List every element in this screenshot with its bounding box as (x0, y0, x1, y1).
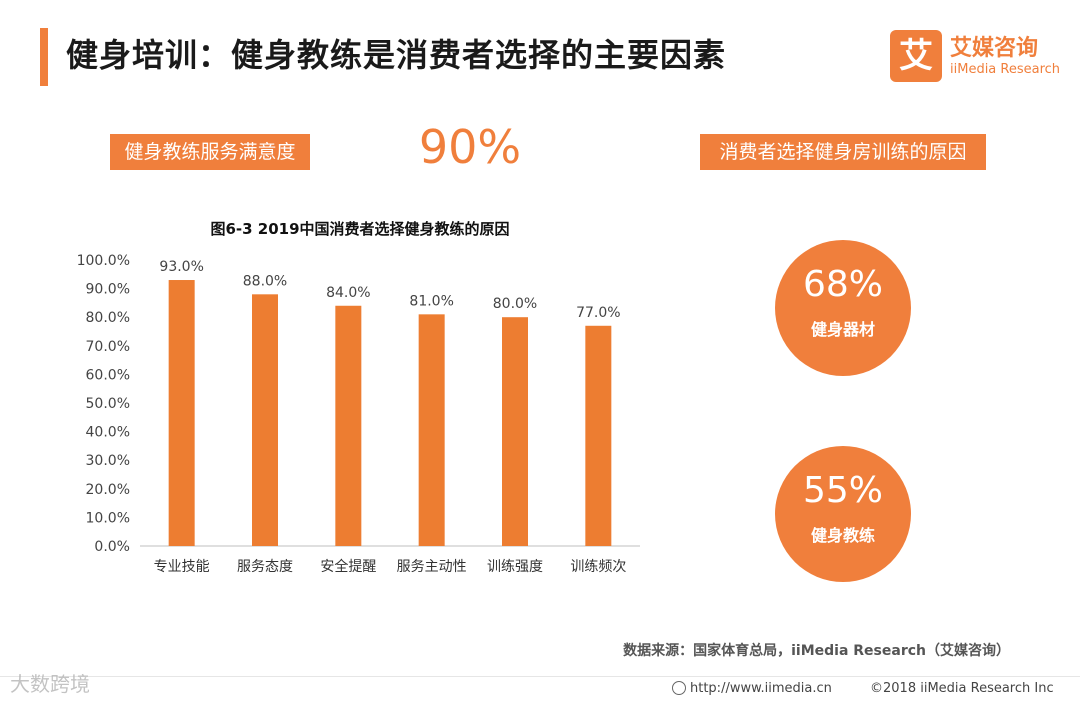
category-label-3: 安全提醒 (320, 558, 376, 575)
brand-logo: 艾 艾媒咨询 iiMedia Research (890, 30, 1065, 82)
reason-circle-coach: 55% 健身教练 (775, 446, 911, 582)
logo-mark-icon: 艾 (890, 30, 942, 82)
reason-circle-equipment: 68% 健身器材 (775, 240, 911, 376)
y-axis: 0.0% 10.0% 20.0% 30.0% 40.0% 50.0% 60.0% 70.0% 8… (77, 253, 130, 555)
y-tick-label: 80.0% (86, 310, 130, 326)
satisfaction-value: 90% (418, 120, 522, 174)
reason-label-equipment: 健身器材 (810, 320, 875, 339)
page-title: 健身培训：健身教练是消费者选择的主要因素 (66, 36, 727, 74)
footer-divider (0, 676, 1080, 677)
category-label-6: 训练频次 (570, 559, 626, 575)
category-label-5: 训练强度 (487, 559, 543, 575)
data-source: 数据来源：国家体育总局，iiMedia Research（艾媒咨询） (623, 643, 1010, 659)
bar-5 (502, 317, 528, 546)
logo-text-cn: 艾媒咨询 (950, 36, 1039, 61)
title-accent-bar (40, 28, 48, 86)
reason-pct-coach: 55% (802, 470, 883, 511)
reason-pct-equipment: 68% (802, 264, 883, 305)
category-label-1: 专业技能 (154, 559, 210, 575)
bar-chart: 图6-3 2019中国消费者选择健身教练的原因 0.0% 10.0% 20.0% 30… (77, 220, 640, 575)
satisfaction-label: 健身教练服务满意度 (110, 134, 310, 170)
category-label-4: 服务主动性 (397, 559, 467, 575)
bar-4 (418, 314, 445, 546)
reason-label-coach: 健身教练 (810, 526, 875, 545)
y-tick-label: 50.0% (86, 396, 130, 412)
bar-1 (168, 280, 195, 546)
footer-copyright: ©2018 iiMedia Research Inc (870, 681, 1054, 696)
data-label-2: 88.0% (243, 273, 287, 289)
y-tick-label: 70.0% (86, 339, 130, 355)
category-label-2: 服务态度 (237, 559, 293, 575)
bar-6 (585, 325, 612, 546)
y-tick-label: 90.0% (86, 282, 130, 298)
bar-2 (252, 294, 278, 546)
globe-icon (672, 681, 686, 695)
data-label-3: 84.0% (326, 285, 370, 301)
chart-title: 图6-3 2019中国消费者选择健身教练的原因 (210, 220, 509, 238)
y-tick-label: 0.0% (94, 539, 130, 555)
bars-group (168, 280, 612, 546)
data-labels-group: 93.0% 88.0% 84.0% 81.0% 80.0% 77.0% (159, 259, 620, 321)
footer-url[interactable]: http://www.iimedia.cn (672, 681, 832, 696)
bar-3 (335, 305, 362, 546)
category-labels-group: 专业技能 服务态度 安全提醒 服务主动性 训练强度 训练频次 (154, 558, 627, 575)
y-tick-label: 10.0% (86, 510, 130, 526)
logo-text-en: iiMedia Research (950, 62, 1061, 77)
watermark: 大数跨境 (10, 672, 90, 696)
reasons-label: 消费者选择健身房训练的原因 (700, 134, 986, 170)
y-tick-label: 40.0% (86, 425, 130, 441)
data-label-5: 80.0% (493, 296, 537, 312)
data-label-1: 93.0% (159, 259, 203, 275)
y-tick-label: 20.0% (86, 482, 130, 498)
y-tick-label: 30.0% (86, 453, 130, 469)
y-tick-label: 60.0% (86, 367, 130, 383)
data-label-6: 77.0% (576, 305, 620, 321)
footer-url-text[interactable]: http://www.iimedia.cn (690, 681, 832, 696)
y-tick-label: 100.0% (77, 253, 130, 269)
data-label-4: 81.0% (409, 293, 453, 309)
